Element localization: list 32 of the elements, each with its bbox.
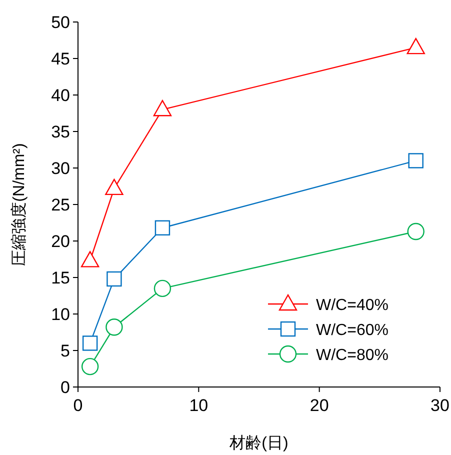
point — [82, 336, 98, 351]
y-tick-label: 45 — [51, 50, 70, 68]
point — [408, 153, 424, 168]
point — [406, 38, 425, 54]
point — [105, 178, 124, 196]
y-tick-label: 10 — [51, 305, 70, 324]
point — [80, 251, 100, 268]
point — [154, 280, 172, 298]
x-tick-label: 30 — [430, 396, 450, 415]
x-axis-title: 材齢(日) — [228, 434, 288, 452]
y-tick-label: 15 — [51, 268, 70, 288]
y-tick-label: 50 — [51, 13, 70, 32]
point — [106, 271, 122, 287]
y-tick-label: 35 — [51, 122, 70, 142]
y-tick-label: 25 — [51, 196, 70, 214]
x-tick-label: 0 — [73, 396, 83, 415]
legend-label: W/C=80% — [316, 347, 388, 364]
point — [153, 100, 172, 116]
point — [81, 358, 99, 376]
y-tick-label: 30 — [51, 159, 70, 178]
x-tick-label: 20 — [310, 396, 329, 415]
legend-label: W/C=60% — [316, 322, 388, 339]
y-tick-label: 40 — [51, 86, 70, 105]
point — [106, 318, 123, 336]
point — [154, 220, 170, 236]
y-tick-label: 20 — [51, 232, 70, 251]
x-tick-label: 10 — [189, 396, 208, 415]
y-axis-title: 圧縮強度(N/mm²) — [10, 143, 28, 266]
y-tick-label: 0 — [60, 378, 70, 397]
y-tick-label: 5 — [60, 342, 70, 360]
legend-label: W/C=40% — [316, 297, 388, 314]
point — [407, 222, 424, 240]
